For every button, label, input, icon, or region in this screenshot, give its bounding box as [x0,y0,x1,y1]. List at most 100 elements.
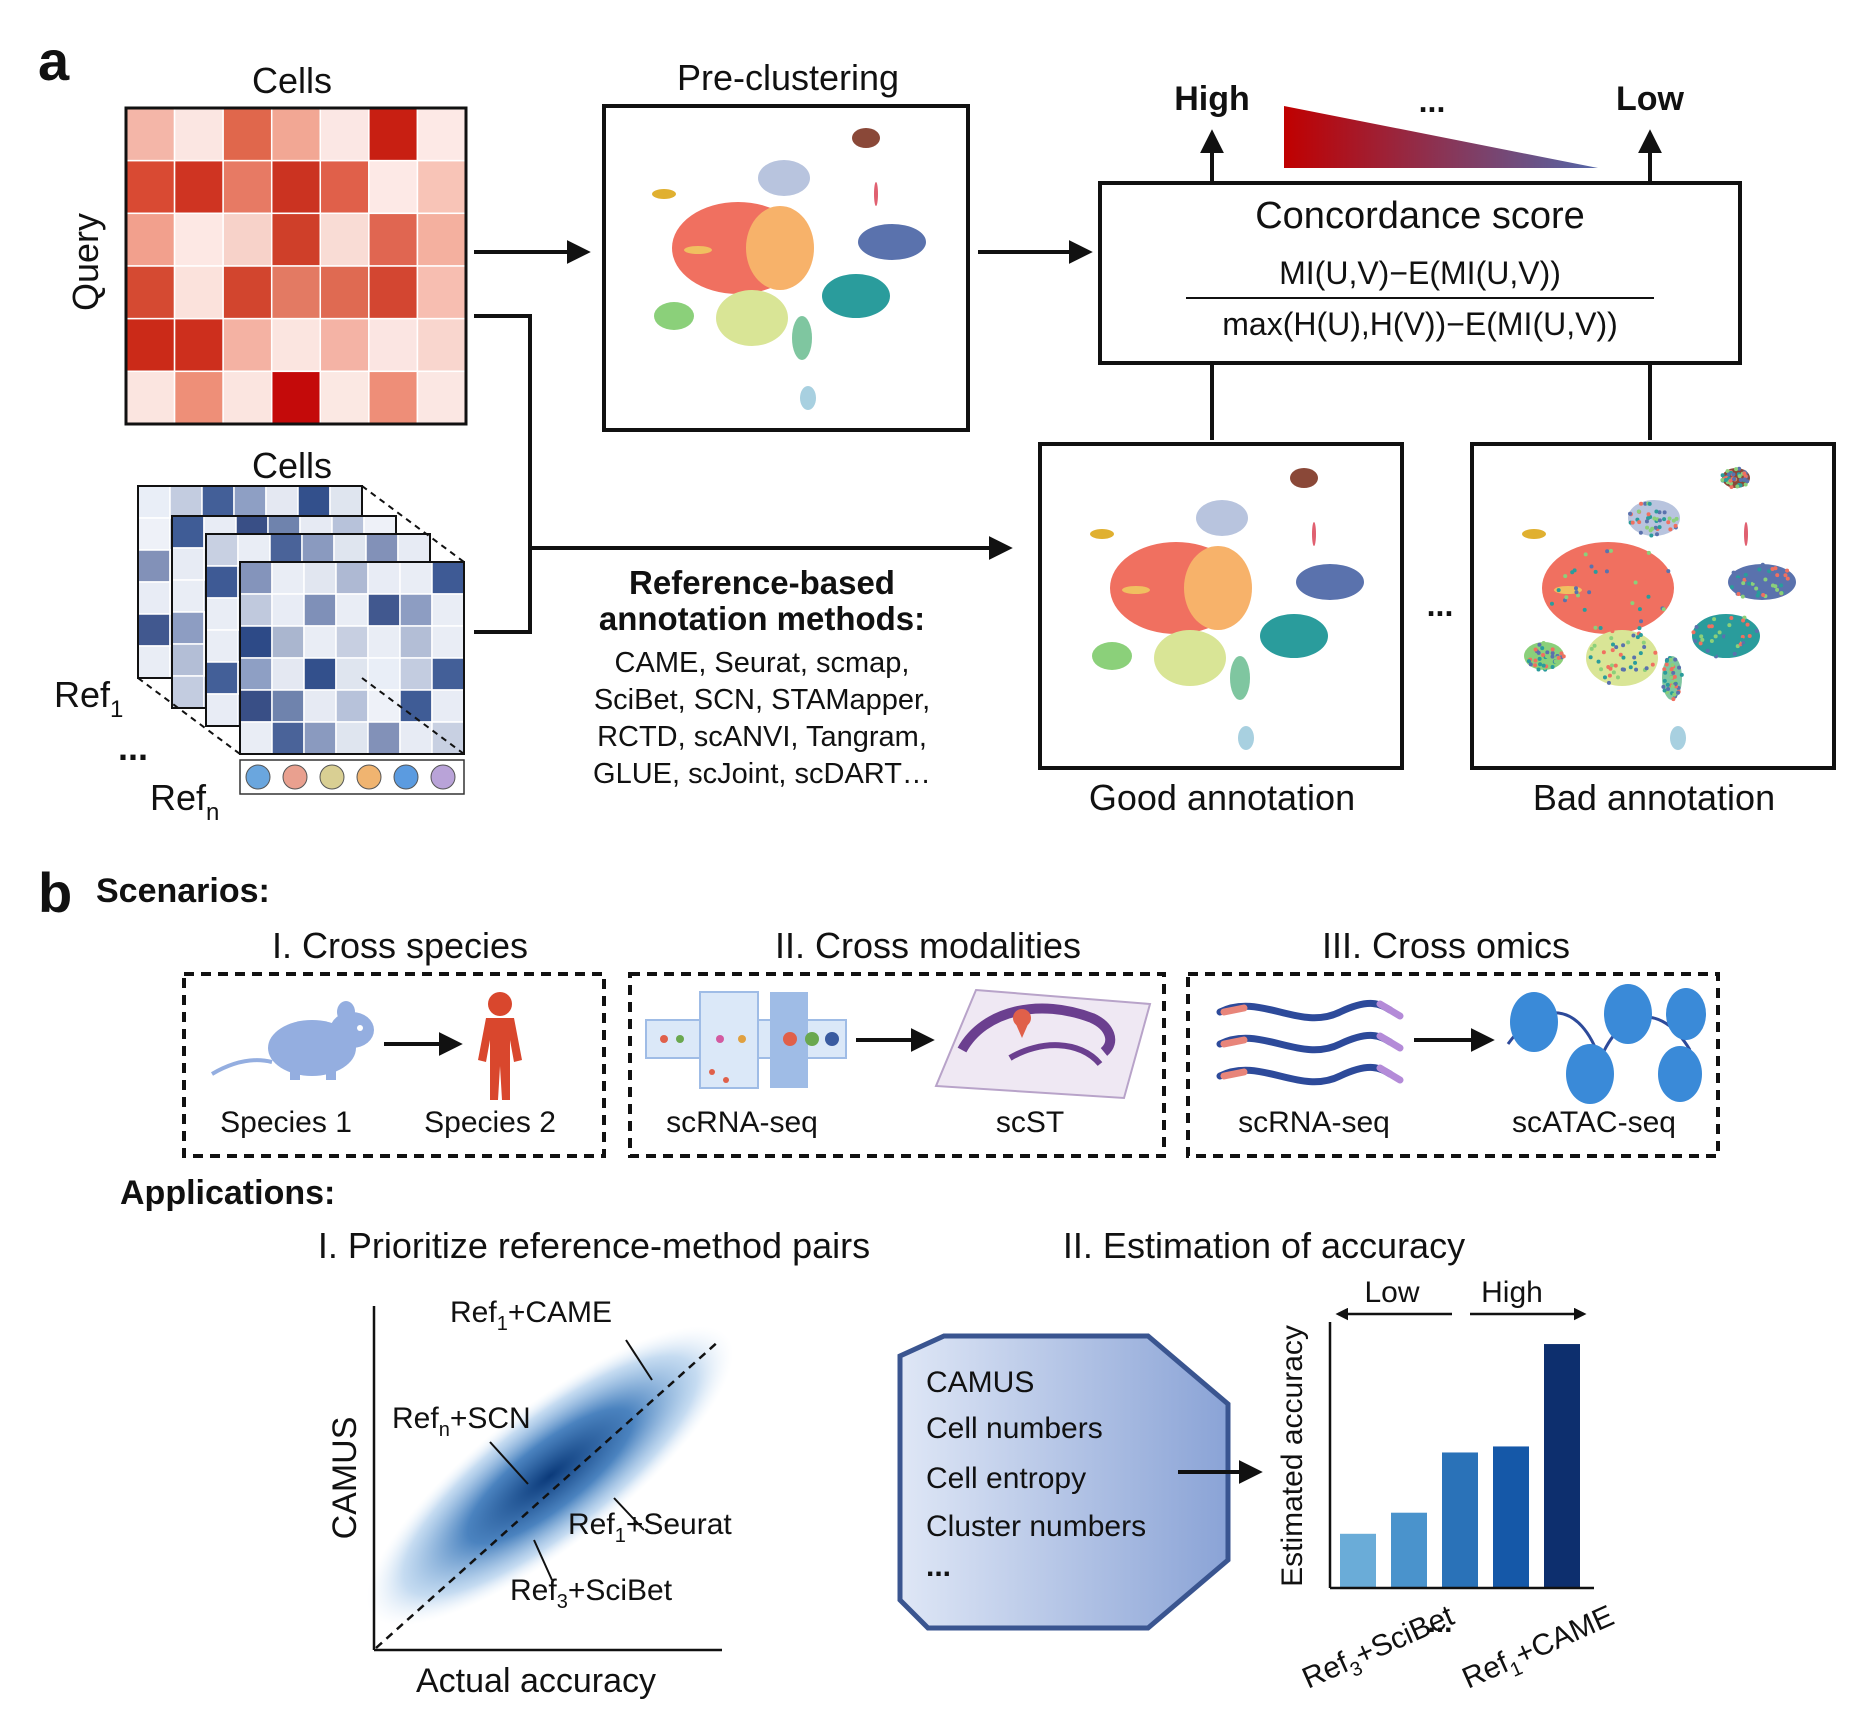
umap-mixed-point [1541,652,1546,657]
query-cell [270,317,322,373]
omics-to-label: scATAC-seq [1512,1106,1676,1139]
reference-cell [137,549,171,583]
umap-mixed-point [1537,642,1542,647]
umap-mixed-point [1528,662,1533,667]
umap-mixed-point [1738,478,1743,483]
umap-mixed-point [1574,590,1579,595]
umap-mixed-point [1724,635,1729,640]
modality-to-label: scST [996,1106,1064,1139]
reference-cell [271,561,305,595]
high-label: High [1174,80,1250,118]
bar-chart [1340,1344,1580,1588]
reference-cell [171,515,205,549]
umap-mixed-point [1698,641,1703,646]
umap-mixed-point [1705,648,1710,653]
umap-mixed-point [1745,622,1750,627]
umap-mixed-point [1630,520,1635,525]
umap-cluster [716,290,788,346]
methods-line-1: CAME, Seurat, scmap, [615,647,910,679]
umap-mixed-point [1628,665,1633,670]
umap-mixed-point [1595,575,1600,580]
spatial-tissue-icon [934,988,1152,1100]
umap-mixed-point [1572,568,1577,573]
reference-cell [303,657,337,691]
umap-mixed-point [1770,583,1775,588]
umap-mixed-point [1537,656,1542,661]
reference-cell [137,645,171,679]
umap-mixed-point [1785,576,1790,581]
umap-mixed-point [1545,650,1550,655]
query-cell [222,107,273,162]
umap-cluster [1312,522,1316,546]
umap-mixed-point [1601,650,1606,655]
umap-mixed-point [1644,666,1649,671]
umap-mixed-point [1668,657,1673,662]
umap-cluster [654,302,694,330]
umap-mixed-point [1592,643,1597,648]
umap-cluster [1196,500,1248,536]
ref-ellipsis: ... [118,727,148,768]
umap-mixed-point [1606,680,1611,685]
concordance-denominator: max(H(U),H(V))−E(MI(U,V)) [1222,306,1618,342]
reference-cell [335,561,369,595]
query-cell [173,317,224,373]
umap-mixed-point [1741,581,1746,586]
umap-mixed-point [1654,509,1659,514]
scenario-1-box [182,972,606,1158]
umap-cluster [822,274,890,318]
umap-mixed-point [1633,580,1638,585]
accuracy-bar [1493,1446,1529,1588]
umap-mixed-point [1596,659,1601,664]
query-matrix-border [124,106,468,426]
app1-title: I. Prioritize reference-method pairs [318,1225,870,1266]
umap-mixed-point [1676,690,1681,695]
umap-mixed-point [1556,655,1561,660]
reference-cells-label: Cells [252,445,332,486]
umap-mixed-point [1742,577,1747,582]
reference-layer [239,561,465,755]
umap-cluster [1670,726,1686,750]
reference-cell [239,721,273,755]
umap-mixed-point [1653,650,1658,655]
reference-cell [431,721,465,755]
umap-mixed-point [1669,675,1674,680]
panel-letter-b: b [38,861,72,924]
umap-mixed-point [1652,516,1657,521]
scenario-2-title: II. Cross modalities [775,925,1081,966]
umap-mixed-point [1743,482,1748,487]
umap-mixed-point [1638,651,1643,656]
cell-type-icon [430,764,456,790]
low-label: Low [1616,80,1685,118]
umap-mixed-point [1750,581,1755,586]
reference-cell [271,721,305,755]
umap-mixed-point [1779,583,1784,588]
umap-mixed-point [1607,673,1612,678]
umap-mixed-point [1650,526,1655,531]
umap-mixed-point [1604,569,1609,574]
query-cell [173,265,224,320]
umap-mixed-point [1757,567,1762,572]
umap-mixed-point [1650,662,1655,667]
cell-type-icons [239,759,465,795]
umap-mixed-point [1712,652,1717,657]
reference-cell [367,721,401,755]
scenario-3-title: III. Cross omics [1322,925,1570,966]
methods-heading-1: Reference-based [629,564,895,601]
umap-mixed-point [1646,550,1651,555]
umap-mixed-point [1634,667,1639,672]
cell-type-icon [282,764,308,790]
umap-mixed-point [1746,581,1751,586]
query-cell [368,107,419,162]
feature-cell-entropy: Cell entropy [926,1462,1086,1495]
umap-mixed-point [1637,626,1642,631]
query-cell [125,265,176,320]
umap-mixed-point [1608,666,1613,671]
umap-mixed-point [1742,471,1747,476]
umap-mixed-point [1737,474,1742,479]
umap-mixed-point [1620,667,1625,672]
umap-mixed-point [1615,675,1620,680]
reference-cell [367,593,401,627]
label-refn-scn: Refn+SCN [392,1402,531,1441]
umap-mixed-point [1610,648,1615,653]
